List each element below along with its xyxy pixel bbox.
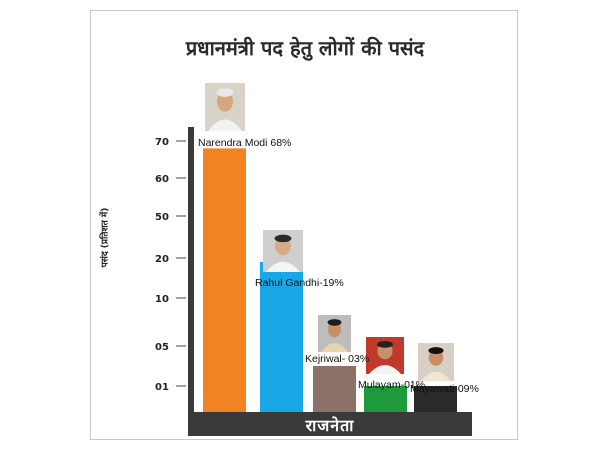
rahul-gandhi-photo-shoulders bbox=[266, 261, 300, 272]
rahul-gandhi-photo-hair bbox=[274, 234, 292, 243]
narendra-modi-photo-hair bbox=[216, 88, 234, 97]
mulayam-photo-shoulders bbox=[369, 365, 401, 374]
kejriwal-photo-hair bbox=[327, 319, 342, 326]
y-tick-label: 50 bbox=[155, 212, 169, 223]
data-label: Rahul Gandhi-19% bbox=[255, 277, 344, 289]
y-axis-line bbox=[188, 127, 194, 417]
y-tick-label: 20 bbox=[155, 254, 169, 265]
y-tick-label: 10 bbox=[155, 294, 169, 305]
bar-kejriwal bbox=[313, 366, 356, 412]
bar-mayawati bbox=[414, 386, 457, 412]
data-label: Mulayam-01% bbox=[358, 379, 425, 391]
data-label: Narendra Modi 68% bbox=[198, 137, 291, 149]
chart-frame bbox=[90, 10, 518, 440]
bar-narendra-modi bbox=[203, 148, 246, 412]
x-axis-bar bbox=[188, 412, 472, 436]
chart-title: प्रधानमंत्री पद हेतु लोगों की पसंद bbox=[185, 36, 425, 60]
narendra-modi-photo-shoulders bbox=[208, 119, 242, 131]
mulayam-photo-hair bbox=[377, 341, 393, 348]
mayawati-photo-shoulders bbox=[421, 371, 451, 381]
y-tick-label: 60 bbox=[155, 174, 169, 185]
y-tick-label: 05 bbox=[155, 342, 169, 353]
bar-mulayam bbox=[364, 386, 407, 412]
data-label: Kejriwal- 03% bbox=[305, 353, 369, 365]
bar-rahul-gandhi bbox=[260, 262, 303, 412]
kejriwal-photo-shoulders bbox=[321, 343, 348, 352]
y-tick-label: 70 bbox=[155, 137, 169, 148]
mayawati-photo-hair bbox=[428, 347, 444, 355]
y-tick-label: 01 bbox=[155, 382, 169, 393]
data-label: Mayawati-09% bbox=[410, 383, 479, 395]
x-axis-label: राजनेता bbox=[305, 416, 355, 435]
